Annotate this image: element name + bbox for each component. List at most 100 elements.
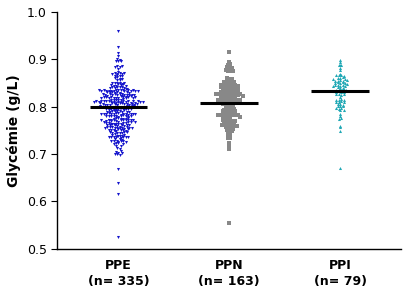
Point (227, 125, 234, 130)
Point (114, 134, 120, 139)
Point (120, 118, 126, 122)
Point (235, 90, 241, 95)
Point (235, 93, 241, 97)
Point (109, 104, 115, 109)
Point (222, 114, 229, 119)
Point (220, 117, 226, 122)
Point (226, 143, 233, 148)
Point (106, 125, 113, 130)
Point (114, 81, 120, 86)
Point (116, 133, 123, 138)
Point (120, 141, 126, 146)
Point (99, 105, 106, 109)
Point (231, 106, 237, 111)
Point (105, 99, 112, 103)
Point (335, 83, 341, 88)
Point (232, 85, 239, 90)
Point (111, 151, 118, 156)
Point (217, 98, 224, 103)
Point (227, 116, 234, 120)
Point (121, 80, 128, 85)
Point (120, 113, 126, 117)
Point (219, 122, 225, 127)
Point (121, 86, 128, 91)
Point (225, 62, 231, 67)
Point (332, 80, 339, 85)
Point (230, 101, 236, 106)
Point (116, 73, 123, 78)
Point (131, 104, 137, 109)
Point (226, 76, 233, 81)
Point (105, 117, 112, 122)
Point (341, 97, 347, 102)
Point (118, 106, 124, 110)
Point (116, 78, 123, 82)
Point (220, 83, 226, 88)
Point (116, 153, 123, 157)
Point (116, 108, 123, 113)
Point (100, 94, 107, 99)
Point (111, 132, 118, 137)
Point (130, 118, 136, 122)
Point (125, 117, 131, 122)
Point (224, 76, 230, 80)
Point (225, 135, 231, 140)
Point (130, 88, 136, 93)
Point (120, 112, 126, 117)
Point (336, 73, 342, 78)
Point (232, 93, 239, 97)
Point (224, 127, 230, 132)
Point (344, 77, 350, 82)
Point (220, 100, 226, 105)
Point (227, 109, 234, 114)
Point (122, 107, 129, 112)
Point (115, 70, 122, 74)
Point (225, 93, 231, 98)
Point (226, 64, 233, 69)
Point (227, 115, 234, 119)
Point (121, 123, 128, 128)
Point (228, 77, 235, 82)
Point (125, 127, 131, 132)
Point (121, 108, 128, 113)
Point (217, 85, 224, 89)
Point (126, 105, 133, 110)
Point (337, 75, 344, 80)
Point (215, 113, 222, 118)
Point (338, 63, 345, 68)
Point (124, 86, 130, 91)
Point (230, 104, 236, 108)
Point (104, 123, 111, 128)
Point (224, 88, 230, 92)
Point (114, 102, 120, 107)
Point (233, 123, 240, 128)
Point (115, 58, 122, 63)
Point (335, 85, 341, 90)
Point (105, 134, 112, 139)
Point (221, 108, 228, 112)
Point (337, 66, 344, 71)
Point (232, 113, 239, 117)
Point (115, 141, 122, 146)
Point (130, 95, 136, 100)
Point (118, 97, 124, 102)
Point (113, 114, 119, 119)
Point (226, 140, 233, 145)
Point (119, 93, 125, 98)
Point (118, 139, 124, 143)
Point (129, 92, 135, 97)
Point (114, 124, 120, 129)
Point (222, 99, 229, 104)
Point (116, 124, 123, 129)
Point (115, 116, 122, 120)
Point (110, 100, 117, 105)
Point (115, 114, 122, 119)
Point (225, 127, 231, 131)
Point (225, 100, 231, 104)
Point (119, 82, 125, 86)
Point (333, 100, 340, 105)
Point (115, 134, 122, 139)
Point (222, 96, 229, 101)
Point (231, 87, 237, 91)
Point (226, 81, 233, 86)
